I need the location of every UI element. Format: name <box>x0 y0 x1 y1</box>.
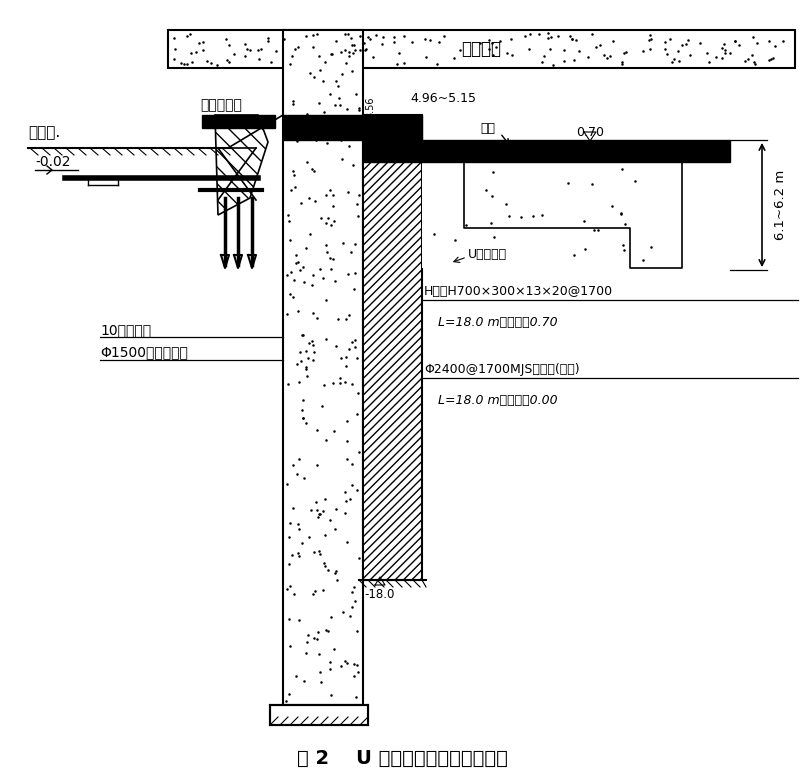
Bar <box>363 140 730 162</box>
Text: 支撑: 支撑 <box>480 122 495 135</box>
Bar <box>168 30 795 68</box>
Text: 10号桥台桩: 10号桥台桩 <box>100 323 151 337</box>
Text: 冠梁: 冠梁 <box>370 139 385 152</box>
Text: L=18.0 m，顶标高0.00: L=18.0 m，顶标高0.00 <box>438 393 558 406</box>
Bar <box>283 115 422 140</box>
Text: -0.02: -0.02 <box>35 155 71 169</box>
Text: 4.96~5.15: 4.96~5.15 <box>410 91 476 104</box>
Text: 奉化江.: 奉化江. <box>28 125 60 141</box>
Text: U型槽结构: U型槽结构 <box>468 248 507 262</box>
Text: -18.0: -18.0 <box>365 588 395 601</box>
Text: 鄞县大桥: 鄞县大桥 <box>461 40 502 58</box>
Text: 3.56: 3.56 <box>365 96 375 118</box>
Text: 亲水休闲路: 亲水休闲路 <box>200 98 241 112</box>
Text: 2.7 m: 2.7 m <box>370 115 406 128</box>
Text: 0.70: 0.70 <box>576 125 604 139</box>
Text: L=18.0 m，顶标高0.70: L=18.0 m，顶标高0.70 <box>438 316 558 328</box>
Text: Φ2400@1700MJS工法桩(半圆): Φ2400@1700MJS工法桩(半圆) <box>424 363 580 376</box>
Text: 图 2    U 型槽与邻近桥梁剖面关系: 图 2 U 型槽与邻近桥梁剖面关系 <box>296 748 507 768</box>
Bar <box>202 115 275 128</box>
Bar <box>422 162 682 268</box>
Text: H型钢H700×300×13×20@1700: H型钢H700×300×13×20@1700 <box>424 285 613 298</box>
Text: Φ1500钻孔灌注桩: Φ1500钻孔灌注桩 <box>100 345 188 359</box>
Bar <box>363 115 422 580</box>
Polygon shape <box>215 115 268 215</box>
Bar <box>270 705 368 725</box>
Text: 6.1~6.2 m: 6.1~6.2 m <box>774 170 787 240</box>
Bar <box>283 30 363 705</box>
